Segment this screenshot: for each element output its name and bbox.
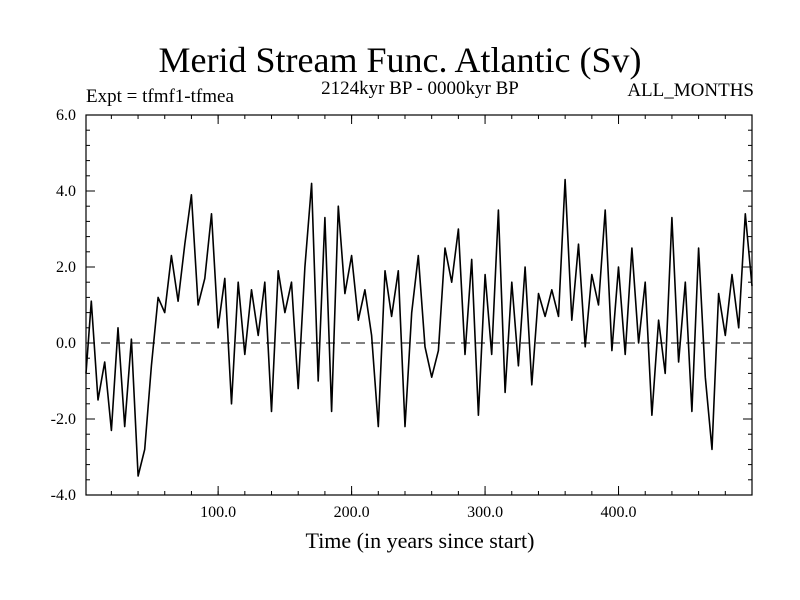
y-tick-label: 2.0: [56, 259, 76, 276]
x-axis-label: Time (in years since start): [305, 528, 535, 553]
experiment-label: Expt = tfmf1-tfmea: [86, 86, 234, 107]
y-tick-label: -4.0: [51, 487, 76, 504]
x-tick-label: 400.0: [601, 504, 637, 521]
y-tick-label: -2.0: [51, 411, 76, 428]
period-label: 2124kyr BP - 0000kyr BP: [321, 78, 519, 99]
x-tick-label: 100.0: [200, 504, 236, 521]
y-tick-label: 4.0: [56, 183, 76, 200]
x-tick-label: 200.0: [334, 504, 370, 521]
y-tick-label: 0.0: [56, 335, 76, 352]
y-tick-label: 6.0: [56, 107, 76, 124]
x-tick-label: 300.0: [467, 504, 503, 521]
chart-title: Merid Stream Func. Atlantic (Sv): [158, 40, 642, 80]
months-label: ALL_MONTHS: [627, 80, 754, 101]
plot-frame: [85, 114, 753, 496]
series-line: [85, 178, 753, 477]
